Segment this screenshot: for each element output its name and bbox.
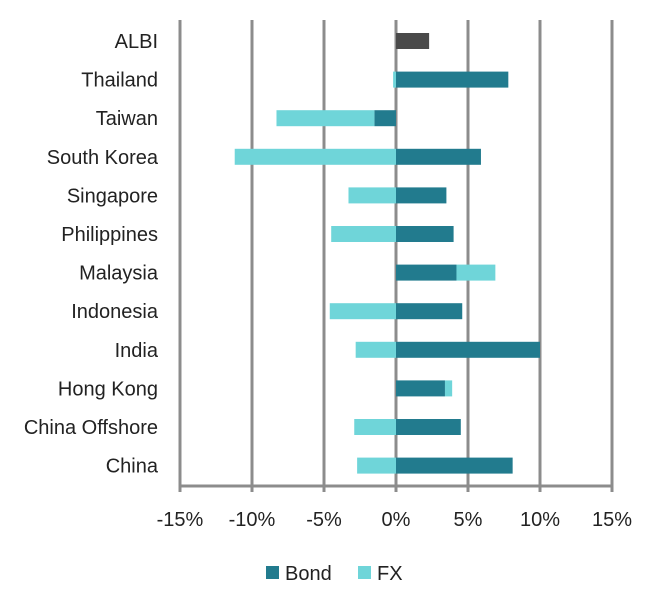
- legend-label-bond: Bond: [285, 563, 332, 585]
- y-tick-label-singapore: Singapore: [67, 185, 158, 207]
- bar-hong-kong-bond: [396, 380, 445, 397]
- bar-philippines-bond: [396, 226, 454, 242]
- y-tick-label-hong-kong: Hong Kong: [58, 378, 158, 400]
- x-axis: -15% -10% -5% 0% 5% 10% 15%: [157, 509, 633, 531]
- x-tick-label: 5%: [454, 509, 483, 531]
- bar-thailand-fx: [393, 71, 396, 88]
- bar-china-fx: [357, 457, 396, 474]
- y-tick-label-india: India: [115, 340, 159, 362]
- legend: Bond FX: [266, 563, 403, 585]
- y-tick-label-thailand: Thailand: [81, 70, 158, 92]
- y-tick-label-malaysia: Malaysia: [79, 263, 159, 285]
- bar-singapore-fx: [348, 187, 396, 204]
- y-tick-label-philippines: Philippines: [61, 224, 158, 246]
- bar-malaysia-bond: [396, 264, 457, 281]
- y-tick-label-south-korea: South Korea: [47, 147, 159, 169]
- y-tick-label-indonesia: Indonesia: [71, 301, 159, 323]
- bar-hong-kong-fx: [444, 380, 453, 397]
- x-tick-label: -5%: [306, 509, 342, 531]
- bar-philippines-fx: [331, 226, 396, 242]
- legend-label-fx: FX: [377, 563, 403, 585]
- bar-taiwan-fx: [276, 110, 375, 127]
- gridlines: [178, 20, 614, 492]
- x-tick-label: -10%: [229, 509, 276, 531]
- legend-swatch-bond: [266, 566, 279, 579]
- x-tick-label: 10%: [520, 509, 560, 531]
- y-axis: ALBI Thailand Taiwan South Korea Singapore Ph…: [24, 31, 159, 478]
- bar-indonesia-bond: [396, 303, 463, 320]
- bar-south-korea-fx: [234, 148, 396, 165]
- bar-india-bond: [396, 341, 540, 358]
- bar-singapore-bond: [396, 187, 447, 204]
- legend-swatch-fx: [358, 566, 371, 579]
- y-tick-label-china: China: [106, 456, 159, 478]
- bar-indonesia-fx: [329, 303, 396, 320]
- y-tick-label-china-offshore: China Offshore: [24, 417, 158, 439]
- bar-taiwan-bond: [374, 110, 396, 127]
- y-tick-label-taiwan: Taiwan: [96, 108, 158, 130]
- bar-malaysia-fx: [456, 264, 496, 281]
- bar-china-offshore-fx: [354, 419, 396, 435]
- y-tick-label-albi: ALBI: [115, 31, 158, 53]
- bar-china-bond: [396, 457, 513, 474]
- x-tick-label: -15%: [157, 509, 204, 531]
- bar-india-fx: [355, 341, 396, 358]
- bar-thailand-bond: [396, 71, 509, 88]
- x-tick-label: 15%: [592, 509, 632, 531]
- bar-china-offshore-bond: [396, 419, 461, 435]
- x-tick-label: 0%: [382, 509, 411, 531]
- bar-albi-total: [396, 33, 430, 49]
- bar-south-korea-bond: [396, 148, 481, 165]
- bars: [234, 33, 540, 474]
